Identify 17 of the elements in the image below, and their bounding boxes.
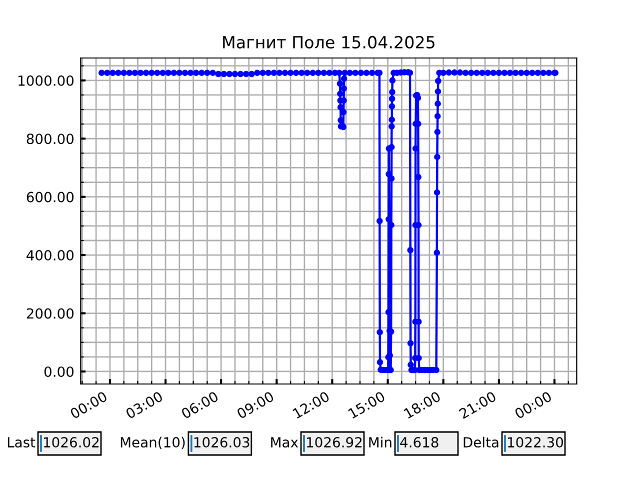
text: 1026.03 <box>194 437 250 448</box>
text: 1022.30 <box>508 437 564 448</box>
text: 1026.92 <box>307 437 362 448</box>
y-tick-label: 800.00 <box>26 134 74 144</box>
text: 1026.02 <box>44 437 99 448</box>
text: Mean(10) <box>120 436 185 450</box>
chart-title: Магнит Поле 15.04.2025 <box>223 36 434 49</box>
text: 4.618 <box>400 437 438 448</box>
text: Delta <box>464 436 498 448</box>
y-tick-label: 400.00 <box>26 250 74 261</box>
text: Min <box>369 436 392 448</box>
y-tick-label: 0.00 <box>44 366 74 377</box>
text: Last <box>8 437 36 448</box>
y-tick-label: 600.00 <box>26 192 74 202</box>
y-tick-label: 1000.00 <box>18 75 74 86</box>
y-tick-label: 200.00 <box>26 308 74 319</box>
text: Max <box>271 437 298 448</box>
